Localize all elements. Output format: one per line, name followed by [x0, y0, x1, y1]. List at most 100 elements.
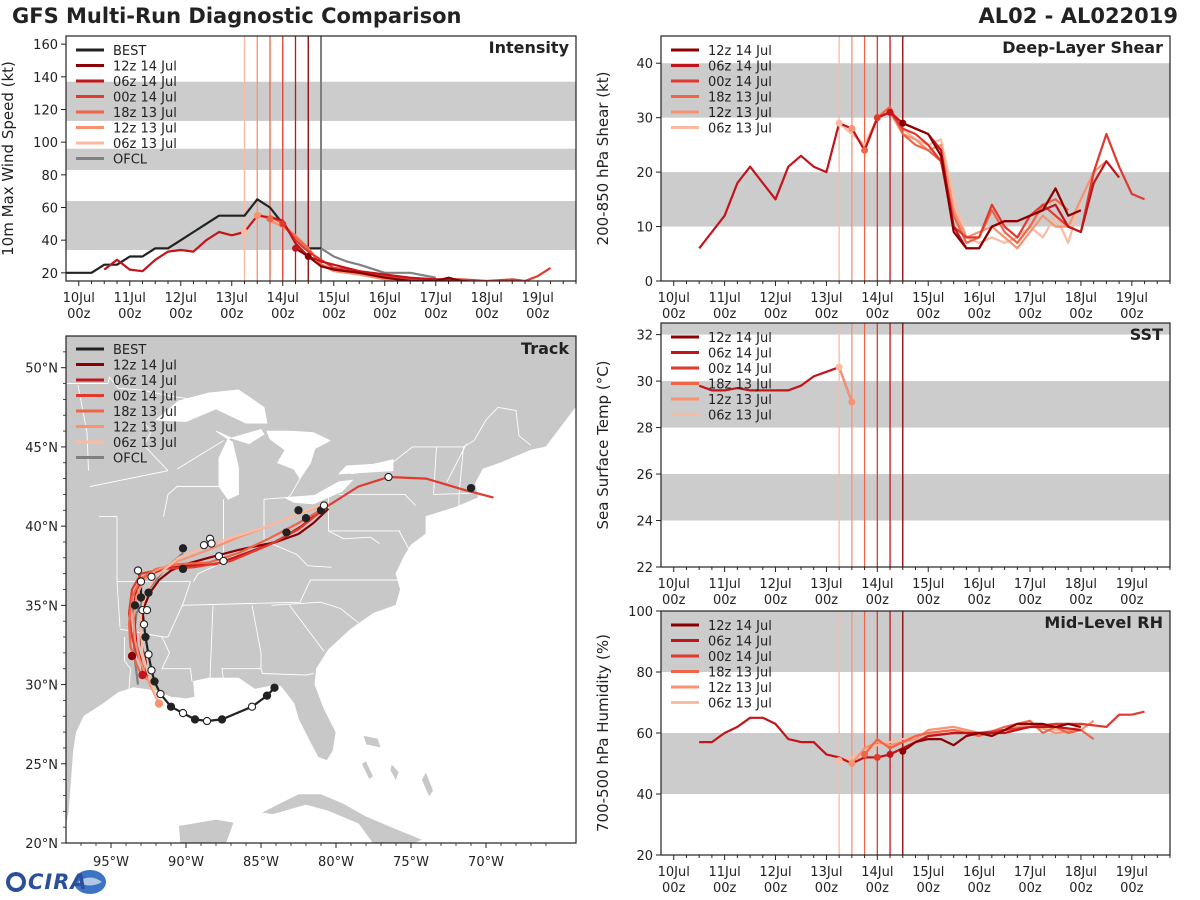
y-tick-label: 20: [636, 166, 653, 181]
state-border: [181, 579, 398, 606]
series-marker: [848, 125, 856, 133]
lake-erie: [283, 479, 354, 505]
series-line: [863, 719, 1095, 756]
track-marker: [217, 715, 227, 724]
band: [661, 63, 1170, 118]
y-tick-label: 10: [636, 221, 653, 236]
panel-title: Mid-Level RH: [1044, 613, 1163, 632]
x-tick-label: 12Jul 00z: [759, 291, 791, 322]
state-border: [163, 486, 219, 517]
series-line: [876, 111, 1145, 239]
legend-label: 06z 14 Jul: [708, 635, 772, 650]
x-tick-label: 11Jul 00z: [709, 865, 741, 896]
cira-logo-icon: [6, 870, 106, 894]
track-marker: [141, 632, 150, 642]
y-tick-label: 140: [33, 71, 58, 86]
y-axis-label: Sea Surface Temp (°C): [594, 360, 612, 529]
y-tick-label: 32: [636, 329, 653, 344]
track-marker: [144, 588, 153, 597]
legend-label: BEST: [113, 343, 146, 358]
x-tick-label: 12Jul 00z: [165, 291, 197, 322]
series-marker: [304, 253, 312, 260]
series-marker: [835, 119, 843, 127]
y-tick-label: 40°N: [25, 520, 58, 535]
band: [661, 474, 1170, 521]
x-tick-label: 17Jul 00z: [420, 291, 452, 322]
y-tick-label: 30°N: [25, 679, 58, 694]
legend-label: 18z 13 Jul: [708, 91, 772, 106]
track-marker: [127, 651, 137, 661]
state-border: [446, 443, 467, 483]
legend-label: 12z 13 Jul: [113, 122, 177, 137]
series-marker: [886, 750, 894, 758]
track-marker: [207, 539, 216, 548]
x-tick-label: 10Jul 00z: [658, 291, 690, 322]
legend-label: OFCL: [113, 153, 148, 168]
state-border: [398, 530, 410, 551]
track-marker: [178, 564, 188, 574]
series-marker: [861, 146, 869, 154]
series-line: [838, 366, 853, 403]
land-yucatan: [178, 818, 235, 843]
panel-intensity: 20 40 60 80 100 120 140 160 10Jul 00z 11Jul 00z 12Ju…: [0, 35, 577, 322]
x-tick-label: 14Jul 00z: [267, 291, 299, 322]
x-tick-label: 11Jul 00z: [709, 291, 741, 322]
y-tick-label: 80: [41, 169, 58, 184]
lake-superior: [154, 389, 268, 424]
track-marker: [262, 691, 272, 700]
legend-label: 18z 13 Jul: [708, 666, 772, 681]
legend-label: 12z 14 Jul: [708, 619, 772, 634]
y-tick-label: 100: [33, 136, 58, 151]
x-tick-label: 15Jul 00z: [912, 865, 944, 896]
state-border: [161, 636, 193, 682]
x-tick-label: 12Jul 00z: [759, 577, 791, 608]
series-line: [294, 247, 479, 281]
track-marker: [294, 506, 303, 515]
track-marker: [384, 472, 393, 482]
track-marker: [147, 666, 156, 675]
state-border: [287, 442, 301, 498]
y-tick-label: 60: [41, 202, 58, 217]
state-border: [339, 493, 416, 506]
state-border: [99, 516, 118, 574]
x-tick-label: 18Jul 00z: [1065, 865, 1097, 896]
x-tick-label: 13Jul 00z: [810, 865, 842, 896]
x-tick-label: 15Jul 00z: [318, 291, 350, 322]
series-marker: [848, 398, 856, 406]
x-tick-label: 16Jul 00z: [963, 291, 995, 322]
legend-label: 12z 14 Jul: [113, 60, 177, 75]
track-marker: [154, 699, 164, 708]
series-line: [863, 105, 1069, 244]
state-border: [458, 446, 464, 495]
panel-sst: 22 24 26 28 30 32 10Jul 00z 11Jul 00z 12Jul 00z 13Ju…: [594, 322, 1171, 608]
track-marker: [144, 650, 153, 659]
cira-logo: CIRA: [4, 866, 108, 898]
storm-id: AL02 - AL022019: [978, 4, 1179, 28]
series-line: [851, 719, 1095, 765]
series-marker: [279, 220, 287, 228]
y-tick-label: 26: [636, 468, 653, 483]
land-puerto-rico: [528, 867, 552, 875]
state-border: [289, 605, 325, 652]
y-tick-label: 40: [636, 57, 653, 72]
band: [661, 323, 1170, 335]
y-tick-label: 28: [636, 422, 653, 437]
x-tick-label: 18Jul 00z: [471, 291, 503, 322]
panel-title: Deep-Layer Shear: [1002, 38, 1163, 57]
x-tick-label: 18Jul 00z: [1065, 291, 1097, 322]
state-border: [89, 470, 169, 487]
x-tick-label: 11Jul 00z: [709, 577, 741, 608]
track-marker: [130, 601, 140, 610]
legend-label: 12z 14 Jul: [113, 359, 177, 374]
track-line: [127, 504, 330, 679]
track-marker: [301, 514, 311, 523]
series-marker: [886, 108, 894, 116]
track-marker: [199, 540, 209, 550]
x-tick-label: 10Jul 00z: [63, 291, 95, 322]
state-border: [116, 581, 121, 628]
x-tick-label: 12Jul 00z: [759, 865, 791, 896]
track-marker: [202, 716, 212, 726]
band: [661, 172, 1170, 227]
